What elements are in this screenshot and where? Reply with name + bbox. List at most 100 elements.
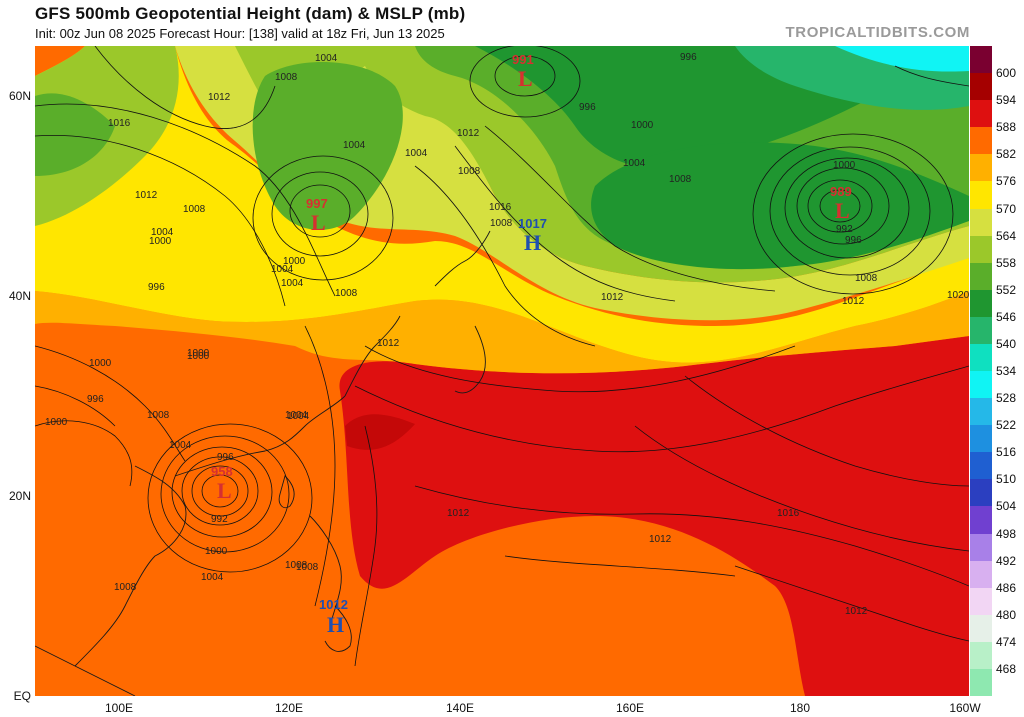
colorbar-segment [970,668,992,697]
isobar-label: 1008 [458,166,481,177]
isobar-label: 992 [836,224,853,235]
isobar-label: 1012 [457,128,480,139]
system-value: 989 [830,184,852,199]
colorbar-segment [970,154,992,182]
isobar-label: 1004 [287,411,310,422]
system-value: 991 [512,52,534,67]
isobar-label: 996 [148,282,165,293]
height-band-576 [35,46,969,363]
colorbar-segment [970,181,992,209]
colorbar-tick-label: 510 [996,472,1017,487]
colorbar-tick-label: 492 [996,553,1017,568]
system-value: 1017 [518,216,547,231]
colorbar-segment [970,371,992,399]
colorbar-tick-label: 570 [996,201,1017,216]
colorbar-tick-label: 504 [996,499,1017,514]
colorbar-segment [970,398,992,426]
isobar-label: 996 [217,452,234,463]
isobar-label: 1000 [205,546,228,557]
colorbar-tick-label: 576 [996,174,1017,189]
isobar-label: 1004 [623,158,646,169]
isobar-label: 1004 [201,572,224,583]
isobar-label: 1008 [183,204,206,215]
colorbar-segment [970,73,992,101]
isobar-label: 996 [579,102,596,113]
map-title: GFS 500mb Geopotential Height (dam) & MS… [35,4,466,23]
x-tick-label: 160W [949,701,981,715]
colorbar-tick-label: 528 [996,391,1017,406]
colorbar-segment [970,127,992,155]
low-symbol: L [835,198,850,223]
colorbar-tick-label: 498 [996,526,1017,541]
isobar-label: 1012 [601,292,624,303]
colorbar-tick-label: 564 [996,228,1017,243]
low-symbol: L [518,66,533,91]
x-tick-label: 180 [789,701,811,715]
isobar-label: 1012 [377,338,400,349]
isobar-label: 992 [211,514,228,525]
isobar-label: 1016 [777,508,800,519]
colorbar-segment [970,533,992,562]
colorbar-tick-label: 552 [996,282,1017,297]
isobar-label: 1008 [285,560,308,571]
isobar-label: 1008 [669,174,692,185]
pressure-system-1017-high: 1017 H [518,216,547,255]
colorbar-segment [970,425,992,453]
system-value: 958 [211,464,233,479]
colorbar-tick-label: 588 [996,120,1017,135]
isobar-label: 996 [87,394,104,405]
isobar-label: 1012 [845,606,868,617]
isobar-label: 1008 [335,288,358,299]
isobar-label: 1016 [489,202,512,213]
isobar-label: 1000 [283,256,306,267]
isobar-label: 1012 [649,534,672,545]
colorbar-tick-label: 486 [996,580,1017,595]
forecast-map: 1004 1008 1012 1016 1012 1008 1004 1000 … [35,46,969,696]
y-tick-label: 60N [8,89,31,103]
system-value: 1012 [319,597,348,612]
x-tick-label: 160E [615,701,645,715]
low-symbol: L [311,210,326,235]
map-canvas: 1004 1008 1012 1016 1012 1008 1004 1000 … [35,46,969,696]
colorbar-tick-label: 468 [996,661,1017,676]
high-symbol: H [327,612,344,637]
high-symbol: H [524,230,541,255]
colorbar-tick-label: 516 [996,445,1017,460]
isobar-label: 1004 [285,410,308,421]
isobar-label: 1016 [108,118,131,129]
isobar-label: 1008 [855,273,878,284]
isobar-label: 996 [845,235,862,246]
isobar-label: 1004 [281,278,304,289]
colorbar-segment [970,479,992,507]
isobar-label: 1012 [135,190,158,201]
isobar-label: 1012 [208,92,231,103]
colorbar-segment [970,343,992,372]
colorbar [970,46,992,697]
isobar-label-group: 1004 1008 1012 1016 1012 1008 1004 1000 … [45,52,969,617]
colorbar-segment [970,316,992,345]
isobar-label: 1008 [114,582,137,593]
isobar-label: 1004 [271,264,294,275]
isobars [35,46,969,667]
height-band-558-low [252,62,403,230]
isobar-label: 1004 [169,440,192,451]
isobar-label: 996 [680,52,697,63]
isobar-label: 1004 [151,227,174,238]
colorbar-tick-label: 474 [996,634,1017,649]
isobar-label: 1004 [315,53,338,64]
low-symbol: L [217,478,232,503]
colorbar-segment [970,587,992,616]
x-tick-label: 100E [104,701,134,715]
height-band-594 [345,414,415,450]
colorbar-segment [970,208,992,237]
isobar-label: 1000 [187,348,210,359]
isobar-label: 1000 [631,120,654,131]
colorbar-segment [970,452,992,480]
x-tick-label: 120E [274,701,304,715]
colorbar-segment [970,100,992,128]
colorbar-tick-label: 534 [996,364,1017,378]
y-tick-label: EQ [13,689,31,703]
isobar-label: 1000 [45,417,68,428]
source-credit: TROPICALTIDBITS.COM [785,24,970,41]
map-subtitle: Init: 00z Jun 08 2025 Forecast Hour: [13… [35,26,445,41]
